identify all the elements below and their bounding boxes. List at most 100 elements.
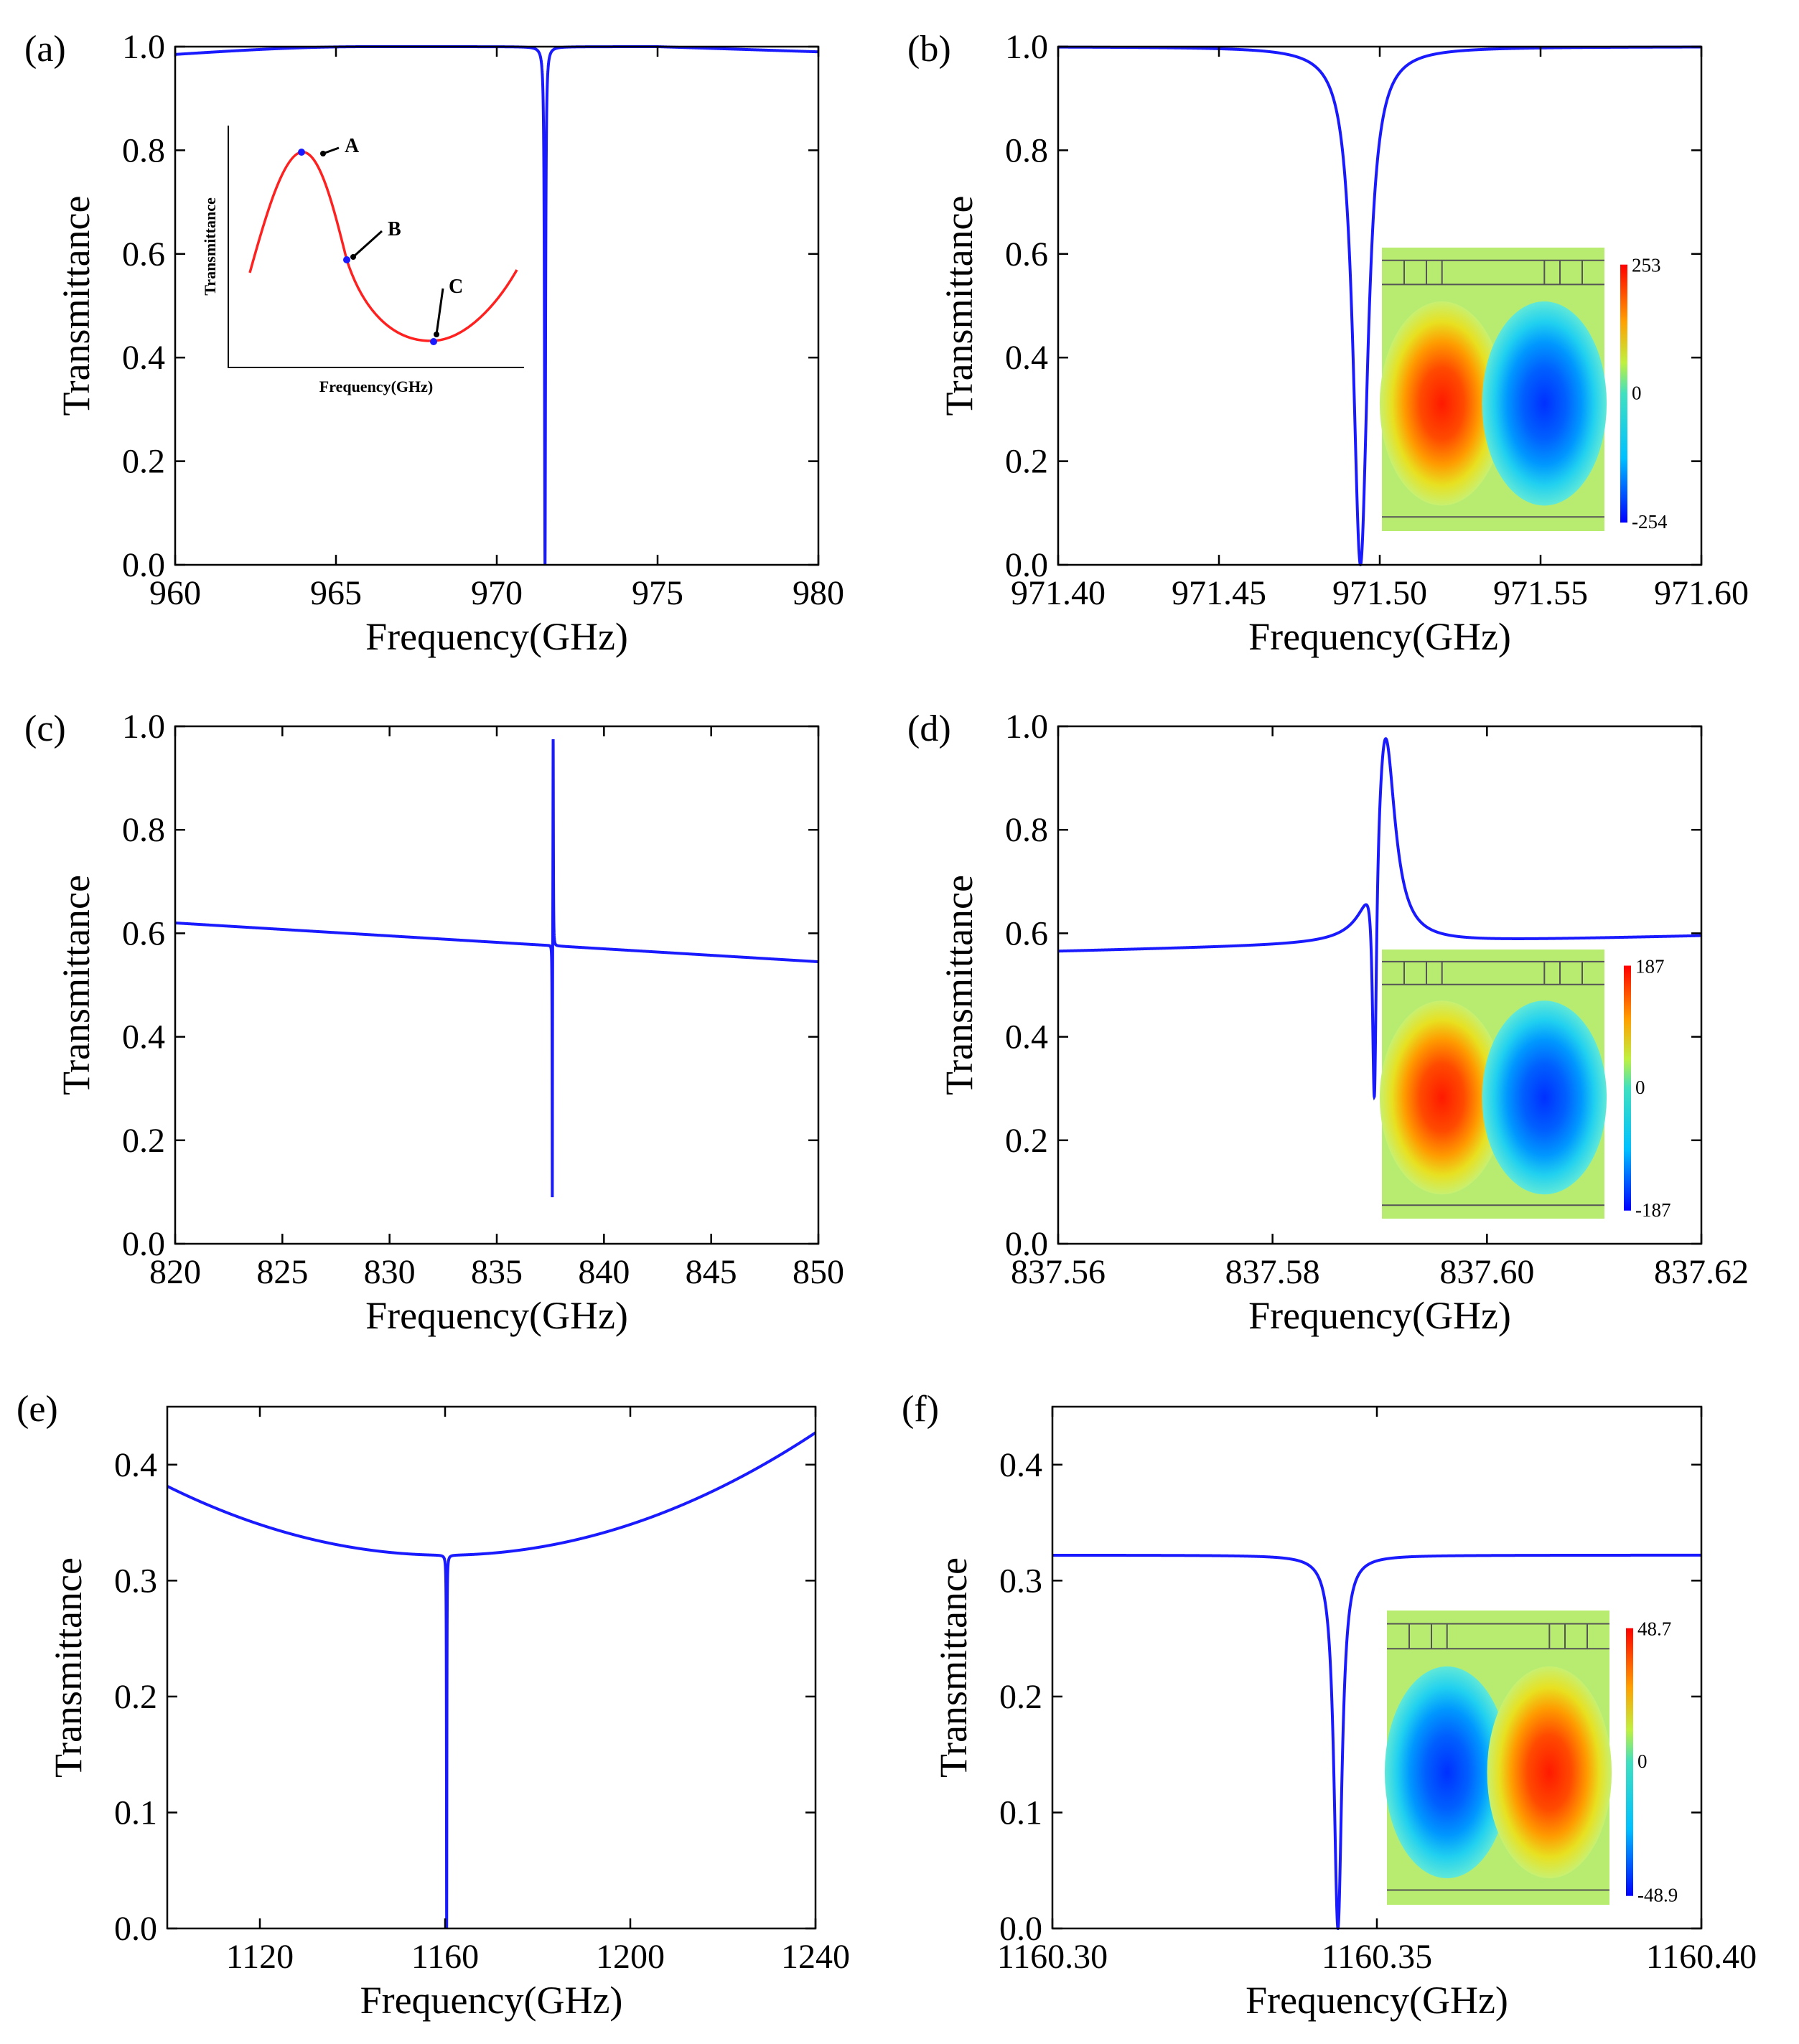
field-lobe-right	[1487, 1666, 1612, 1879]
plot-frame	[166, 1405, 817, 1930]
x-tick-label: 960	[149, 574, 201, 612]
y-axis-label: Transmittance	[47, 1557, 90, 1778]
field-map-inset: 253 0 -254	[1379, 248, 1668, 533]
y-tick-label: 0.0	[1005, 1225, 1048, 1263]
colorbar-min-label: -187	[1635, 1199, 1671, 1221]
x-tick-label: 845	[686, 1253, 737, 1291]
panel-label: (a)	[24, 29, 66, 70]
field-lobe-right	[1482, 1000, 1607, 1195]
x-axis-label: Frequency(GHz)	[1246, 1979, 1508, 2022]
inset-curve	[248, 151, 518, 342]
colorbar-max-label: 253	[1632, 255, 1661, 276]
y-axis-label: Transmittance	[55, 196, 98, 416]
panel-c: 820 825 830 835 840 845 850 0.0 0.2 0.4 0.6 0.8 1.0 F…	[24, 708, 844, 1337]
y-tick-label: 0.0	[1005, 546, 1048, 584]
x-tick-label: 837.60	[1439, 1253, 1534, 1291]
inset-arrow	[435, 288, 444, 335]
x-tick-label: 1160.40	[1646, 1938, 1757, 1976]
inset-axes	[228, 126, 524, 368]
y-tick-label: 0.8	[1005, 131, 1048, 169]
panel-b: 971.40 971.45 971.50 971.55 971.60 0.0 0.2 0.4 0…	[907, 28, 1749, 658]
x-tick-label: 1160	[411, 1938, 479, 1976]
x-tick-label: 820	[149, 1253, 201, 1291]
x-tick-label: 970	[471, 574, 523, 612]
y-tick-label: 1.0	[1005, 28, 1048, 66]
inset-point-label: A	[345, 135, 360, 157]
field-lobe-left	[1384, 1666, 1510, 1879]
y-tick-label: 0.4	[122, 339, 165, 377]
inset-point-label: C	[449, 276, 463, 298]
inset-y-label: Transmittance	[201, 197, 219, 296]
transmittance-curve	[175, 739, 818, 1198]
x-tick-label: 835	[471, 1253, 523, 1291]
field-map-inset: 48.7 0 -48.9	[1384, 1611, 1678, 1906]
colorbar-min-label: -48.9	[1637, 1885, 1678, 1906]
panel-a: 960 965 970 975 980 0.0 0.2 0.4 0.6 0.8 1.0 Frequen…	[24, 28, 844, 658]
plot-frame	[174, 45, 820, 566]
inset-arrow-head	[320, 151, 326, 156]
x-tick-label: 837.62	[1654, 1253, 1749, 1291]
y-tick-label: 0.8	[1005, 811, 1048, 849]
y-axis-label: Transmittance	[938, 875, 981, 1095]
y-tick-label: 0.3	[999, 1562, 1042, 1600]
panel-label: (e)	[17, 1389, 58, 1430]
x-tick-label: 971.50	[1332, 574, 1427, 612]
x-axis-label: Frequency(GHz)	[1248, 1294, 1511, 1337]
inset-point-marker	[343, 256, 350, 263]
y-axis-label: Transmittance	[938, 196, 981, 416]
field-map-inset: 187 0 -187	[1379, 950, 1671, 1221]
y-tick-label: 0.6	[122, 914, 165, 952]
colorbar-max-label: 187	[1635, 956, 1665, 978]
x-tick-label: 971.45	[1172, 574, 1266, 612]
field-lobe-right	[1482, 301, 1607, 506]
colorbar-zero-label: 0	[1635, 1077, 1645, 1098]
y-tick-label: 0.4	[114, 1446, 157, 1484]
x-tick-label: 1160.35	[1322, 1938, 1432, 1976]
y-tick-label: 0.4	[122, 1018, 165, 1056]
colorbar	[1620, 264, 1627, 523]
inset-point-label: B	[388, 218, 401, 240]
y-tick-label: 0.1	[999, 1794, 1042, 1832]
y-tick-label: 0.6	[1005, 235, 1048, 273]
colorbar-min-label: -254	[1632, 511, 1668, 533]
y-tick-label: 0.1	[114, 1794, 157, 1832]
x-tick-label: 840	[578, 1253, 630, 1291]
colorbar-max-label: 48.7	[1637, 1618, 1671, 1640]
colorbar-zero-label: 0	[1637, 1750, 1648, 1772]
y-tick-label: 0.6	[122, 235, 165, 273]
colorbar	[1626, 1628, 1633, 1896]
y-tick-label: 0.2	[1005, 443, 1048, 481]
panel-label: (c)	[24, 708, 66, 749]
y-tick-label: 0.2	[114, 1678, 157, 1716]
inset-arrow-head	[350, 254, 356, 260]
x-tick-label: 971.60	[1654, 574, 1749, 612]
x-tick-label: 1120	[226, 1938, 294, 1976]
x-tick-label: 971.55	[1493, 574, 1588, 612]
transmittance-curve	[1058, 45, 1701, 566]
transmittance-curve	[1058, 737, 1701, 1101]
transmittance-curve	[175, 45, 818, 566]
field-lobe-left	[1379, 1000, 1505, 1195]
plot-frame	[1057, 45, 1703, 566]
y-tick-label: 0.8	[122, 811, 165, 849]
x-axis-label: Frequency(GHz)	[1248, 615, 1511, 658]
colorbar-zero-label: 0	[1632, 382, 1642, 403]
colorbar	[1624, 965, 1631, 1211]
y-tick-label: 0.2	[1005, 1122, 1048, 1160]
panel-f: 1160.30 1160.35 1160.40 0.0 0.1 0.2 0.3 0.4 Freq…	[902, 1389, 1757, 2022]
x-tick-label: 830	[364, 1253, 416, 1291]
transmittance-curve	[167, 1431, 816, 1929]
panel-label: (d)	[907, 708, 951, 749]
panel-label: (f)	[902, 1389, 939, 1430]
y-tick-label: 0.2	[122, 1122, 165, 1160]
inset-sketch: A B C Frequency(GHz) Transmittance	[201, 126, 524, 395]
y-tick-label: 1.0	[1005, 708, 1048, 746]
y-tick-label: 0.4	[1005, 339, 1048, 377]
x-axis-label: Frequency(GHz)	[360, 1979, 623, 2022]
panel-e: 1120 1160 1200 1240 0.0 0.1 0.2 0.3 0.4 Frequency…	[17, 1389, 850, 2022]
y-tick-label: 0.0	[122, 1225, 165, 1263]
x-axis-label: Frequency(GHz)	[365, 1294, 628, 1337]
x-tick-label: 837.56	[1011, 1253, 1106, 1291]
y-axis-label: Transmittance	[932, 1557, 975, 1778]
